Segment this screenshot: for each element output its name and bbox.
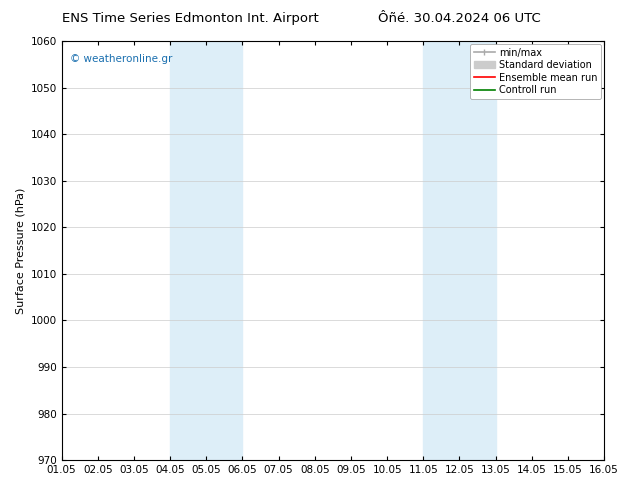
Text: Ôñé. 30.04.2024 06 UTC: Ôñé. 30.04.2024 06 UTC — [378, 12, 541, 25]
Text: ENS Time Series Edmonton Int. Airport: ENS Time Series Edmonton Int. Airport — [62, 12, 318, 25]
Bar — [170, 41, 242, 460]
Y-axis label: Surface Pressure (hPa): Surface Pressure (hPa) — [15, 187, 25, 314]
Text: © weatheronline.gr: © weatheronline.gr — [70, 53, 172, 64]
Legend: min/max, Standard deviation, Ensemble mean run, Controll run: min/max, Standard deviation, Ensemble me… — [470, 44, 601, 99]
Bar — [424, 41, 496, 460]
